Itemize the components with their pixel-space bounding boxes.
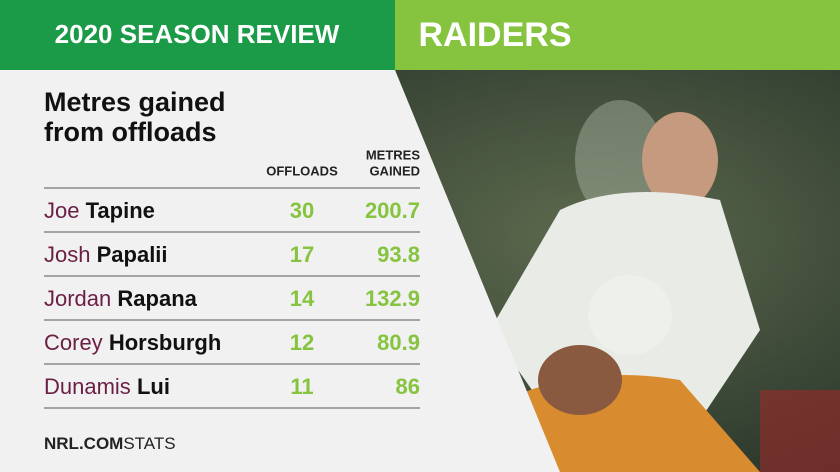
offloads-value: 12 — [290, 330, 314, 355]
header-left — [0, 0, 395, 70]
metres-value: 200.7 — [365, 198, 420, 223]
last-name: Lui — [137, 374, 170, 399]
team-name: RAIDERS — [418, 16, 571, 54]
player-name: Dunamis Lui — [44, 374, 170, 399]
offloads-value: 30 — [290, 198, 314, 223]
last-name: Rapana — [117, 286, 197, 311]
column-header: GAINED — [369, 163, 420, 178]
last-name: Papalii — [97, 242, 168, 267]
column-header: METRES — [366, 147, 421, 162]
table-panel — [0, 70, 560, 472]
header-right — [395, 0, 840, 70]
offloads-value: 14 — [290, 286, 315, 311]
metres-value: 86 — [396, 374, 420, 399]
footer-brand: NRL.COM — [44, 434, 123, 453]
footer-logo: NRL.COMSTATS — [44, 434, 176, 453]
header-title: 2020 SEASON REVIEW — [55, 19, 340, 49]
offloads-value: 11 — [290, 374, 313, 399]
first-name: Jordan — [44, 286, 111, 311]
last-name: Tapine — [86, 198, 155, 223]
chart-title: from offloads — [44, 117, 217, 147]
metres-value: 132.9 — [365, 286, 420, 311]
last-name: Horsburgh — [109, 330, 221, 355]
footer-section: STATS — [123, 434, 175, 453]
player-name: Josh Papalii — [44, 242, 168, 267]
offloads-value: 17 — [290, 242, 314, 267]
player-name: Corey Horsburgh — [44, 330, 221, 355]
metres-value: 80.9 — [377, 330, 420, 355]
metres-value: 93.8 — [377, 242, 420, 267]
first-name: Josh — [44, 242, 90, 267]
player-name: Jordan Rapana — [44, 286, 198, 311]
chart-title: Metres gained — [44, 87, 226, 117]
first-name: Corey — [44, 330, 103, 355]
first-name: Joe — [44, 198, 79, 223]
player-name: Joe Tapine — [44, 198, 155, 223]
table-rows: Joe Tapine 30 200.7 Josh Papalii 17 93.8 Jorda… — [44, 187, 420, 409]
first-name: Dunamis — [44, 374, 131, 399]
column-header: OFFLOADS — [266, 163, 338, 178]
